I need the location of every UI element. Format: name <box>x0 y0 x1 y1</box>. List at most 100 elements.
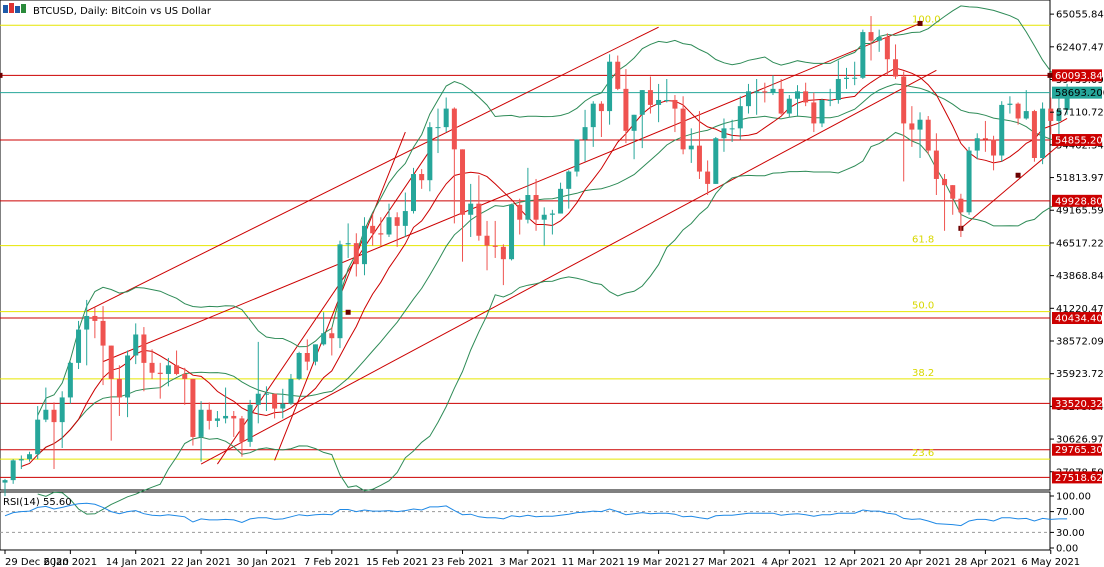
candle-body <box>92 315 98 321</box>
rsi-y-tick-label: 30.00 <box>1056 528 1085 539</box>
candle-body <box>304 352 310 362</box>
candle-body <box>174 365 180 374</box>
candle-body <box>280 403 286 409</box>
candle-body <box>590 103 596 128</box>
price-level-box <box>1052 312 1102 325</box>
candle-body <box>721 128 727 139</box>
candle-body <box>239 418 245 442</box>
candle-body <box>149 362 155 373</box>
candle-body <box>223 415 229 419</box>
y-tick-label: 65055.845 <box>1056 10 1104 21</box>
anchor-point-marker <box>1015 172 1021 178</box>
candle-body <box>492 245 498 247</box>
candle-body <box>688 145 694 150</box>
x-tick-label: 14 Jan 2021 <box>106 557 166 567</box>
candle-body <box>982 138 988 140</box>
candle-body <box>942 178 948 186</box>
price-level-box-label: 27518.623 <box>1055 473 1104 484</box>
candle-body <box>541 214 547 220</box>
price-level-box <box>1052 397 1102 410</box>
candle-body <box>476 203 482 236</box>
y-tick-label: 62407.470 <box>1056 42 1104 53</box>
candle-body <box>1040 108 1046 158</box>
candle-body <box>950 185 956 199</box>
rising-support-line <box>960 137 1068 229</box>
x-tick-label: 30 Jan 2021 <box>236 557 296 567</box>
fibonacci-level-label: 100.0 <box>912 14 941 25</box>
candle-body <box>125 355 131 398</box>
trend-channel-lines <box>86 20 1068 465</box>
x-tick-label: 11 Mar 2021 <box>562 557 625 567</box>
candle-body <box>1056 109 1062 121</box>
candle-body <box>43 409 49 420</box>
fibonacci-level-label: 23.6 <box>912 448 934 459</box>
candle-body <box>574 139 580 172</box>
candle-body <box>835 78 841 100</box>
price-level-box <box>1052 471 1102 484</box>
candles <box>2 16 1070 497</box>
rsi-title: RSI(14) 55.60 <box>3 497 72 508</box>
price-level-box-label: 60093.845 <box>1055 71 1104 82</box>
rsi-y-tick-label: 100.00 <box>1056 492 1091 503</box>
candle-body <box>615 61 621 89</box>
x-tick-label: 28 Apr 2021 <box>954 557 1016 567</box>
candle-body <box>745 91 751 107</box>
candle-body <box>672 99 678 109</box>
candle-body <box>533 195 539 220</box>
candle-body <box>296 352 302 379</box>
candle-body <box>909 123 915 130</box>
rsi-y-tick-label: 70.00 <box>1056 507 1085 518</box>
candle-body <box>2 480 8 483</box>
candle-body <box>901 76 907 124</box>
candle-body <box>754 91 760 93</box>
candle-body <box>639 90 645 115</box>
candle-body <box>656 99 662 105</box>
candle-body <box>1064 92 1070 110</box>
candle-body <box>288 378 294 404</box>
candle-body <box>705 171 711 184</box>
candle-body <box>803 91 809 103</box>
candle-body <box>868 32 874 41</box>
candle-body <box>525 195 531 220</box>
rsi-y-tick-label: 0.00 <box>1056 544 1078 555</box>
candle-body <box>76 329 82 363</box>
candle-body <box>786 98 792 114</box>
candle-body <box>51 409 57 423</box>
candle-body <box>647 90 653 105</box>
rsi-line <box>4 502 1068 527</box>
x-tick-label: 15 Feb 2021 <box>366 557 428 567</box>
candle-body <box>345 243 351 245</box>
fibonacci-level-label: 61.8 <box>912 235 934 246</box>
y-tick-label: 46517.220 <box>1056 238 1104 249</box>
candle-body <box>509 204 515 260</box>
candle-body <box>435 127 441 129</box>
candle-body <box>844 77 850 79</box>
candle-body <box>966 150 972 213</box>
upper-channel-line <box>86 26 659 312</box>
candle-body <box>713 138 719 184</box>
chart-window-icon <box>3 3 26 13</box>
current-price-box-label: 58693.200 <box>1055 88 1104 99</box>
candle-body <box>500 246 506 260</box>
candle-body <box>770 88 776 93</box>
candle-body <box>999 104 1005 156</box>
rsi-plot-frame <box>0 491 1051 551</box>
candle-body <box>1007 103 1013 105</box>
price-level-box-label: 54855.207 <box>1055 136 1104 147</box>
x-tick-label: 23 Feb 2021 <box>431 557 493 567</box>
middle-channel-line <box>102 22 921 363</box>
price-level-box-label: 49928.803 <box>1055 196 1104 207</box>
x-tick-label: 20 Apr 2021 <box>889 557 951 567</box>
x-tick-label: 12 Apr 2021 <box>824 557 886 567</box>
fibonacci-level-label: 50.0 <box>912 301 934 312</box>
candle-body <box>214 418 220 421</box>
candle-body <box>852 77 858 79</box>
price-level-box <box>1052 194 1102 207</box>
candle-body <box>141 334 147 363</box>
candle-body <box>18 459 24 461</box>
candle-body <box>165 365 171 374</box>
y-tick-label: 30626.970 <box>1056 435 1104 446</box>
candle-body <box>737 106 743 129</box>
price-level-box <box>1052 134 1102 147</box>
